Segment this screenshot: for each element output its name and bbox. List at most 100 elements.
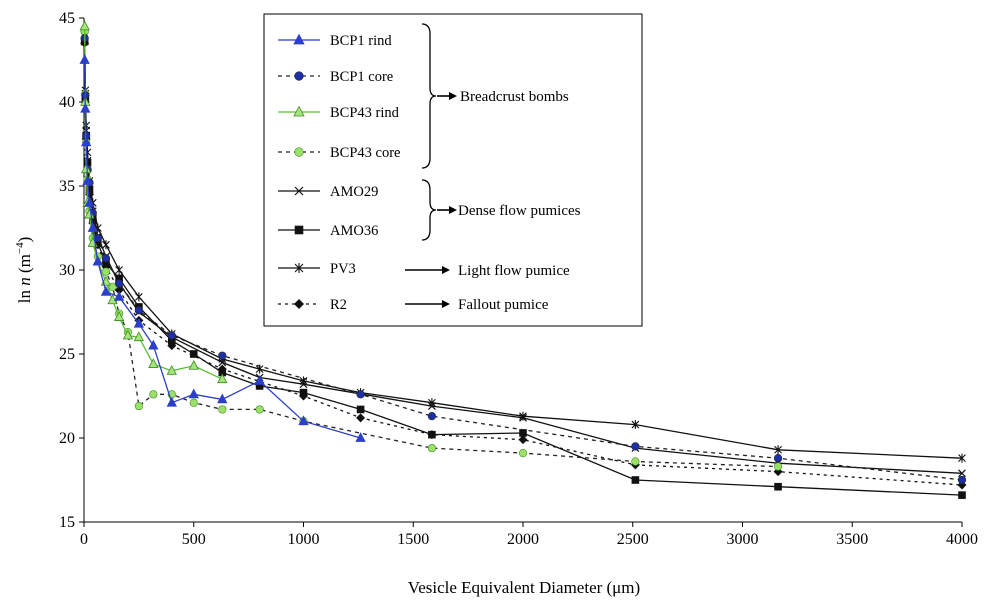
data-point-bcp43-rind [113, 311, 125, 321]
data-point-bcp43-rind [188, 359, 199, 370]
legend-swatch-marker [293, 33, 305, 45]
legend-swatch-marker [294, 263, 304, 273]
group-breadcrust-bombs: Breadcrust bombs [421, 23, 569, 169]
data-point-bcp1-core [218, 351, 227, 360]
data-point-bcp1-rind [100, 285, 112, 296]
legend: BCP1 rind BCP1 core BCP43 rind BCP43 core AM… [263, 13, 643, 327]
series-layer [79, 20, 967, 499]
y-tick-label: 40 [59, 94, 75, 111]
legend-label: BCP43 rind [330, 105, 400, 121]
data-point-amo36 [218, 368, 227, 377]
data-point-bcp1-core [631, 442, 640, 451]
data-point-bcp1-rind [188, 388, 199, 399]
data-point-bcp1-rind [254, 375, 265, 385]
data-point-bcp1-core [101, 254, 111, 263]
group-fallout-pumice: Fallout pumice [405, 297, 549, 313]
group-dense-flow-pumices: Dense flow pumices [421, 179, 581, 241]
y-tick-label: 20 [59, 430, 75, 447]
y-tick-label: 35 [59, 178, 75, 195]
x-axis-title: Vesicle Equivalent Diameter (μm) [408, 578, 640, 597]
series-bcp1-rind [79, 54, 366, 442]
legend-label: BCP43 core [330, 145, 400, 161]
data-point-bcp1-rind [113, 291, 125, 301]
series-bcp43-rind [79, 20, 228, 384]
data-point-bcp1-rind [87, 222, 98, 232]
x-tick-label: 2000 [507, 531, 539, 548]
y-axis-title-exponent: −4 [14, 242, 26, 254]
data-point-bcp43-core [631, 457, 640, 466]
legend-label: BCP1 rind [330, 33, 392, 49]
data-point-amo36 [519, 429, 527, 437]
data-point-bcp43-rind [166, 364, 177, 375]
group-label: Light flow pumice [458, 263, 570, 279]
y-axis-title: ln n (m−4) [14, 237, 34, 304]
data-point-pv3 [102, 240, 110, 250]
legend-item-bcp1-rind: BCP1 rind [278, 33, 392, 49]
data-point-bcp43-core [518, 449, 528, 458]
data-point-bcp43-core [427, 443, 437, 453]
data-point-bcp1-core [134, 306, 143, 315]
x-tick-label: 4000 [946, 531, 978, 548]
y-axis-title-prefix: ln [15, 286, 34, 303]
data-point-pv3 [958, 453, 966, 463]
group-bracket [421, 179, 437, 241]
data-point-amo29 [519, 413, 527, 422]
data-point-bcp1-rind [355, 432, 366, 442]
legend-item-bcp43-rind: BCP43 rind [278, 105, 400, 121]
data-point-bcp1-rind [81, 136, 92, 147]
data-point-amo29 [218, 358, 227, 367]
data-point-amo36 [428, 430, 436, 439]
data-point-bcp43-rind [122, 329, 134, 340]
legend-item-amo36: AMO36 [278, 223, 378, 239]
data-point-amo36 [958, 491, 966, 499]
data-point-bcp1-rind [92, 255, 103, 266]
legend-label: BCP1 core [330, 69, 393, 85]
data-point-bcp43-core [255, 405, 264, 414]
y-axis-title-var: n [15, 277, 34, 286]
legend-label: AMO36 [330, 223, 378, 239]
group-label: Dense flow pumices [458, 203, 581, 219]
data-point-bcp1-core [167, 331, 176, 340]
data-point-r2 [114, 285, 124, 295]
data-point-bcp1-rind [217, 393, 228, 404]
legend-swatch-marker [294, 147, 304, 157]
data-point-amo36 [115, 274, 123, 283]
data-point-bcp1-core [773, 454, 783, 463]
data-point-amo36 [299, 388, 308, 397]
data-point-bcp43-rind [81, 163, 92, 174]
legend-label: AMO29 [330, 184, 378, 200]
x-tick-label: 3500 [836, 531, 868, 548]
data-point-bcp1-core [427, 412, 437, 421]
y-tick-label: 15 [59, 514, 75, 531]
data-point-bcp43-core [149, 390, 158, 399]
legend-label: R2 [330, 297, 347, 313]
legend-groups: Breadcrust bombs Dense flow pumices Light … [405, 23, 581, 313]
legend-item-r2: R2 [278, 297, 347, 313]
group-arrow [405, 300, 450, 308]
legend-item-bcp1-core: BCP1 core [278, 69, 393, 85]
y-axis-title-unit: (m [15, 254, 34, 277]
data-point-amo36 [356, 405, 365, 414]
series-line-bcp43-rind [84, 26, 223, 380]
legend-item-pv3: PV3 [278, 261, 356, 277]
legend-item-bcp43-core: BCP43 core [278, 145, 400, 161]
legend-label: PV3 [330, 261, 356, 277]
data-point-bcp43-core [218, 405, 227, 414]
data-point-bcp43-rind [148, 358, 159, 368]
arrow-head [449, 206, 457, 214]
y-tick-label: 25 [59, 346, 75, 363]
data-point-amo36 [102, 259, 110, 268]
data-point-bcp43-rind [79, 20, 90, 31]
data-point-bcp1-core [115, 279, 124, 288]
data-point-amo29 [299, 380, 308, 389]
group-label: Fallout pumice [458, 297, 549, 313]
data-point-bcp1-rind [298, 415, 309, 426]
legend-item-amo29: AMO29 [278, 184, 378, 200]
data-point-bcp1-rind [84, 196, 95, 207]
data-point-amo36 [255, 382, 264, 390]
legend-swatch-marker [294, 71, 304, 81]
group-bracket [421, 23, 437, 169]
data-point-amo29 [427, 402, 436, 411]
y-tick-label: 30 [59, 262, 75, 279]
